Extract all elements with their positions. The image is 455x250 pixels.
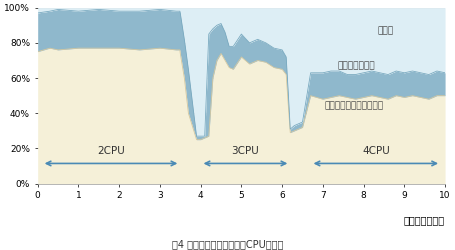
Text: システムで使用: システムで使用 bbox=[337, 61, 375, 70]
Text: 図4 データベースサーバのCPU使用率: 図4 データベースサーバのCPU使用率 bbox=[172, 239, 283, 249]
Text: 経過時間（分）: 経過時間（分） bbox=[404, 215, 445, 225]
Text: 2CPU: 2CPU bbox=[97, 146, 125, 156]
Text: 3CPU: 3CPU bbox=[232, 146, 259, 156]
Text: アプリケーションで使用: アプリケーションで使用 bbox=[325, 102, 384, 111]
Text: 未使用: 未使用 bbox=[378, 26, 394, 35]
Text: 4CPU: 4CPU bbox=[362, 146, 389, 156]
